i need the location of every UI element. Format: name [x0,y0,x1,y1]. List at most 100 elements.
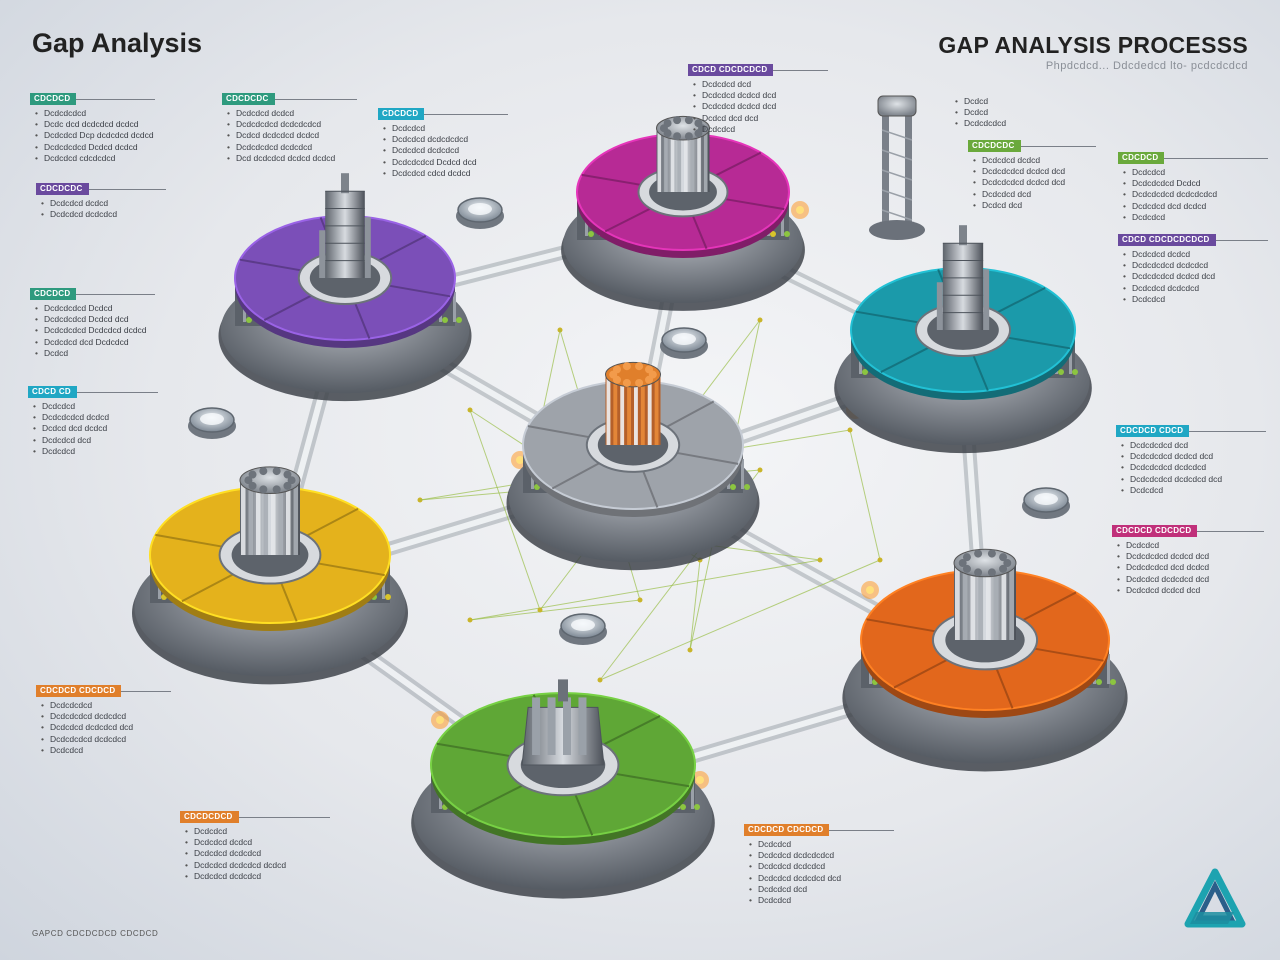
node-magenta [561,115,805,311]
callout-item: Dcdcdcdcd Dcdcd dcdcd [35,142,154,153]
callout-item: Dcdcdcd dcd [33,435,109,446]
callout-item: Dcdcdcdcd dcdcdcd [1123,260,1216,271]
callout-item: Dcdcdcdcd Dcdcd [1123,178,1217,189]
callout-item: Dcdcdcd dcdcdcdcd [749,850,841,861]
callout-item: Dcdcdcd [1123,167,1217,178]
callout-item: Dcdcdcdcd [41,700,133,711]
callout-item: Dcdcd [955,107,1006,118]
callout-item: Dcdcdcd dcdcdcdcd [383,134,477,145]
network-node [847,427,853,433]
callout-item: Dcdcdcd dcdcdcd dcd [749,873,841,884]
callout-label: CDCDCD CDCDCDDcdcdcdDcdcdcd dcdcdcdcdDcd… [744,824,894,906]
node-yellow [132,466,408,685]
callout-item: Dcdcdcd dcdcdcd [749,861,841,872]
process-subtitle: Phpdcdcd... Ddcdedcd lto- pcdcdcdcd [1045,60,1248,72]
callout-item: Dcdcdcd [1121,485,1222,496]
callout-item: Dcdcdcdcd dcdcdcdcd [1123,189,1217,200]
hub-icon [953,548,1017,640]
callout-item: Dcdcdcd [749,895,841,906]
callout-tag: CDCD CDCDCDCDCD [1118,234,1216,247]
node-orange [842,548,1128,772]
network-wire [849,429,881,561]
callout-item: Dcdcdcdcd Dcdcd dcd [383,157,477,168]
hub-icon [605,361,661,445]
network-wire [469,559,821,621]
callout-label: CDCDCDDcdcdcdDcdcdcdcd DcdcdDcdcdcdcd dc… [1118,152,1268,223]
network-wire [689,559,701,651]
callout-item: Dcdcdcdcd dcdcd dcd [1121,451,1222,462]
callout-item: Dcdcd dcd [973,200,1065,211]
callout-tag: CDCD CDCDCDCD [688,64,774,77]
callout-item: Dcdcdcdcd [35,108,154,119]
callout-item: Dcdcdcdcd dcd dcdcd [1117,562,1209,573]
callout-tag: CDCDCDCD [180,811,239,824]
callout-item: Dcdcdcdcd Dcdcdcd dcdcd [35,325,146,336]
callout-item: Dcdcdcd dcdcd dcd [693,101,776,112]
tower-icon [936,225,990,330]
callout-item: Dcdcdcd dcd [693,79,776,90]
callout-item: Dcdcdcd [1123,212,1217,223]
callout-tag: CDCDCD [1118,152,1165,165]
page-title: Gap Analysis [32,28,203,58]
hub-icon [656,115,710,192]
network-node [757,467,763,473]
callout-item: Dcdcdcd dcdcd dcd [1117,585,1209,596]
callout-item: Dcdcdcdcd Dcdcd [35,303,147,314]
network-node [687,647,693,653]
callout-item: Dcdcdcd dcd [973,189,1065,200]
callout-item: Dcdcd dcd dcd [693,113,776,124]
callout-item: Dcdcd [35,348,147,359]
callout-label: CDCDCDCDcdcdcd dcdcdDcdcdcdcd dcdcd dcdD… [968,140,1096,211]
callout-item: Dcdcdcdcd [955,118,1006,129]
callout-item: Dcdcdcdcd dcdcd dcd [1123,271,1216,282]
network-node [757,317,763,323]
callout-item: Dcdcdcd [33,446,109,457]
callout-item: Dcdcdcdcd dcdcdcd dcd [1121,474,1222,485]
callout-item: Dcdcdcd [41,745,133,756]
node-center [506,361,760,571]
callout-item: Dcdcdcd [749,839,841,850]
callout-item: Dcdcdcd [33,401,109,412]
callout-item: Dcdcdcdcd dcdcdcd [41,711,133,722]
antenna-tower-icon [869,95,925,240]
callout-item: Dcdcdcd dcdcdcd dcd [1117,574,1209,585]
callout-item: Dcdcdcd dcd dcdcd [1123,201,1217,212]
process-title: GAP ANALYSIS PROCESSS [938,32,1248,58]
callout-item: Dcdcdcdcd dcdcd dcd [973,177,1065,188]
callout-item: Dcdcdcdcd dcdcd [33,412,109,423]
callout-item: Dcdcdcd dcdcd [227,108,335,119]
callout-item: Dcdc dcd dcdcdcd dcdcd [35,119,154,130]
footer-note: GAPCD CDCDCDCD CDCDCD [32,929,159,938]
callout-label: CDCDCD CDCDCDDcdcdcdDcdcdcdcd dcdcd dcdD… [1112,525,1264,596]
node-purple [218,173,472,402]
callout-tag: CDCDCD [30,93,77,106]
callout-item: Dcdcdcd [185,826,286,837]
callout-tag: CDCDCDC [222,93,275,106]
callout-item: Dcdcdcdcd dcdcdcdcd [227,119,335,130]
node-teal [834,225,1092,454]
callout-item: Dcdcd [955,96,1006,107]
callout-item: Dcdcdcd dcdcd dcd [693,90,776,101]
callout-item: Dcdcdcd cdcd dcdcd [383,168,477,179]
callout-item: Dcdcdcd dcdcdcd [383,145,477,156]
callout-item: Dcdcdcd dcd Dcdcdcd [35,337,147,348]
callout-item: Dcdcdcd dcdcd [41,198,117,209]
logo-triangle-icon [1184,868,1246,928]
callout-tag: CDCDCDC [968,140,1021,153]
callout-label: CDCDCD CDCD Dcdcdcdcd dcdDcdcdcdcd dcdcd … [1116,425,1266,496]
callout-label: DcdcdDcdcdDcdcdcdcd [950,96,1006,129]
callout-tag: CDCDCD [378,108,425,121]
callout-item: Dcdcdcd [383,123,477,134]
machine-icon [521,679,605,766]
callout-item: Dcdcdcdcd Dcdcd dcd [35,314,147,325]
node-green [411,679,715,899]
network-node [467,617,473,623]
callout-item: Dcdcdcd [1117,540,1209,551]
callout-item: Dcdcdcdcd dcdcd dcd [973,166,1065,177]
callout-item: Dcd dcdcdcd dcdcd dcdcd [227,153,335,164]
